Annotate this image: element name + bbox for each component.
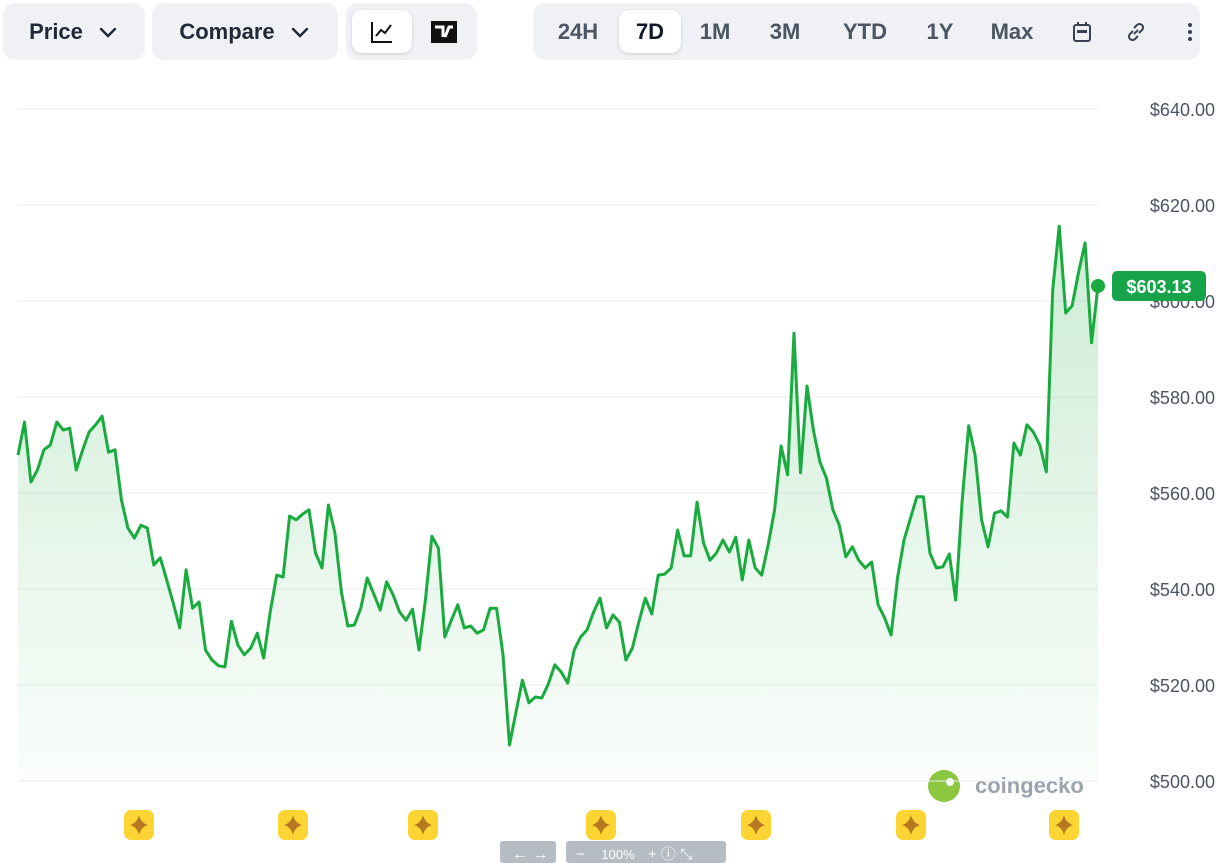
range-button[interactable]: 24H xyxy=(557,18,599,44)
marker-star xyxy=(414,815,432,835)
event-marker xyxy=(586,810,616,840)
price-dropdown[interactable]: Price xyxy=(3,3,145,60)
line-icon xyxy=(371,21,392,43)
last-point xyxy=(1091,278,1105,293)
tv-icon xyxy=(431,20,457,43)
event-marker xyxy=(408,810,438,840)
range-button[interactable]: Max xyxy=(990,18,1034,44)
svg-text:← →: ← → xyxy=(512,846,548,863)
range-button[interactable]: 1M xyxy=(699,18,731,44)
y-tick-label: $580.00 xyxy=(1150,388,1215,408)
marker-star xyxy=(902,815,920,835)
y-tick-label: $520.00 xyxy=(1150,676,1215,696)
marker-star xyxy=(1055,815,1073,835)
chevron xyxy=(99,27,117,38)
y-tick-label: $640.00 xyxy=(1150,100,1215,120)
event-marker xyxy=(124,810,154,840)
compare-button[interactable]: Compare xyxy=(152,3,338,60)
compare-label: Compare xyxy=(179,18,275,44)
y-tick-label: $560.00 xyxy=(1150,484,1215,504)
event-marker xyxy=(1049,810,1079,840)
svg-text:−: − xyxy=(576,846,585,863)
tradingview-button[interactable] xyxy=(414,10,474,53)
range-group: 24H 7D 1M 3M YTD 1Y Max xyxy=(533,3,1200,60)
range-button[interactable]: YTD xyxy=(843,18,887,44)
marker-star xyxy=(284,815,302,835)
event-marker xyxy=(896,810,926,840)
marker-star xyxy=(747,815,765,835)
y-tick-label: $620.00 xyxy=(1150,196,1215,216)
zoom-level: 100% xyxy=(601,847,635,862)
svg-text:+ ⓘ ⤡: + ⓘ ⤡ xyxy=(648,846,692,863)
more-button[interactable] xyxy=(1167,10,1213,53)
y-tick-label: $500.00 xyxy=(1150,772,1215,792)
price-badge-label: $603.13 xyxy=(1126,277,1191,297)
marker-star xyxy=(592,815,610,835)
link-button[interactable] xyxy=(1113,10,1159,53)
price-button[interactable]: Price xyxy=(3,3,145,60)
marker-star xyxy=(130,815,148,835)
line-chart-button[interactable] xyxy=(352,10,412,53)
price-label: Price xyxy=(29,18,83,44)
zoom-controls: ← → − 100% + ⓘ ⤡ xyxy=(500,841,726,863)
y-tick-label: $540.00 xyxy=(1150,580,1215,600)
range-button[interactable]: 1Y xyxy=(926,18,954,44)
calendar-button[interactable] xyxy=(1059,10,1105,53)
price-badge xyxy=(1112,270,1206,301)
event-marker xyxy=(278,810,308,840)
range-button[interactable]: 7D xyxy=(619,10,681,53)
chevron xyxy=(291,27,308,38)
price-line xyxy=(16,224,1100,747)
area-fill xyxy=(18,226,1098,782)
icon xyxy=(1127,22,1145,41)
range-button[interactable]: 3M xyxy=(769,18,801,44)
icon xyxy=(1188,22,1192,41)
chart-type-group xyxy=(346,3,477,60)
compare-dropdown[interactable]: Compare xyxy=(152,3,338,60)
event-marker xyxy=(741,810,771,840)
icon xyxy=(1073,21,1091,42)
event-markers xyxy=(124,810,1079,840)
